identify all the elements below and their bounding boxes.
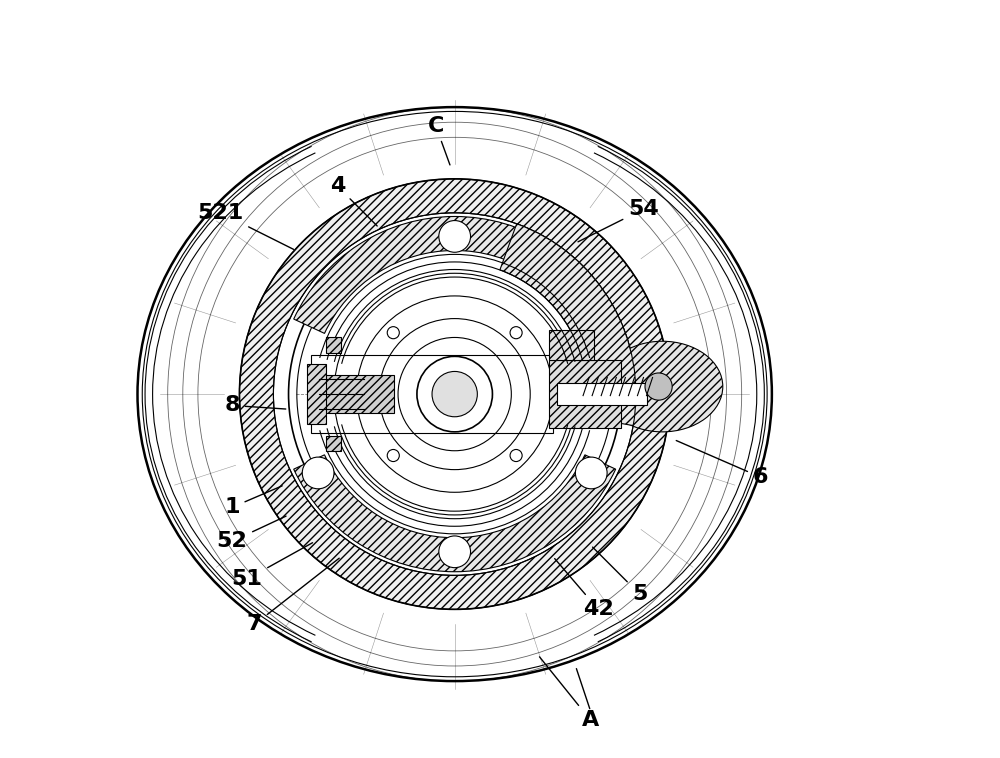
Text: 6: 6 bbox=[676, 440, 768, 487]
Text: 7: 7 bbox=[247, 558, 339, 634]
Circle shape bbox=[302, 457, 334, 489]
Text: C: C bbox=[428, 116, 450, 165]
Circle shape bbox=[575, 457, 607, 489]
Text: A: A bbox=[540, 657, 599, 731]
Text: 8: 8 bbox=[224, 396, 286, 415]
Bar bbox=[307, 364, 326, 424]
Text: 42: 42 bbox=[555, 559, 614, 619]
Circle shape bbox=[417, 356, 492, 432]
Bar bbox=[326, 337, 341, 352]
Circle shape bbox=[432, 371, 477, 417]
Bar bbox=[319, 375, 394, 413]
Bar bbox=[549, 360, 621, 428]
Circle shape bbox=[510, 327, 522, 339]
Circle shape bbox=[645, 373, 672, 400]
Bar bbox=[311, 355, 553, 434]
Text: 1: 1 bbox=[224, 486, 282, 518]
Circle shape bbox=[387, 449, 399, 462]
Bar bbox=[557, 383, 647, 406]
Text: 521: 521 bbox=[197, 203, 294, 249]
Text: 51: 51 bbox=[232, 543, 313, 589]
Bar bbox=[326, 436, 341, 451]
Wedge shape bbox=[294, 217, 616, 334]
Circle shape bbox=[439, 221, 471, 252]
Wedge shape bbox=[294, 455, 616, 572]
Ellipse shape bbox=[602, 341, 723, 432]
Text: 54: 54 bbox=[578, 199, 659, 242]
Wedge shape bbox=[500, 224, 636, 425]
Circle shape bbox=[510, 449, 522, 462]
Bar bbox=[549, 330, 594, 360]
Circle shape bbox=[387, 327, 399, 339]
Text: 4: 4 bbox=[330, 177, 377, 226]
Text: 5: 5 bbox=[593, 547, 647, 604]
Text: 52: 52 bbox=[217, 516, 286, 551]
Circle shape bbox=[439, 536, 471, 568]
